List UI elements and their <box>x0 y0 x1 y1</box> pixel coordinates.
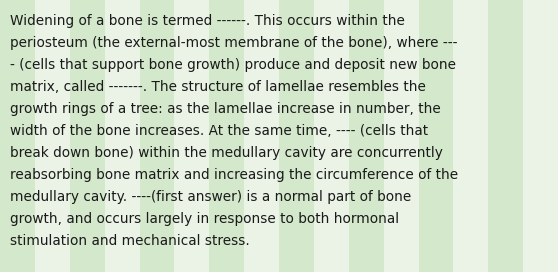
Text: growth rings of a tree: as the lamellae increase in number, the: growth rings of a tree: as the lamellae … <box>10 102 441 116</box>
Text: matrix, called -------. The structure of lamellae resembles the: matrix, called -------. The structure of… <box>10 80 426 94</box>
Bar <box>70 0 105 272</box>
Text: break down bone) within the medullary cavity are concurrently: break down bone) within the medullary ca… <box>10 146 443 160</box>
Text: medullary cavity. ----(first answer) is a normal part of bone: medullary cavity. ----(first answer) is … <box>10 190 411 204</box>
Text: growth, and occurs largely in response to both hormonal: growth, and occurs largely in response t… <box>10 212 399 226</box>
Text: periosteum (the external-most membrane of the bone), where ---: periosteum (the external-most membrane o… <box>10 36 458 50</box>
Bar <box>105 0 140 272</box>
Text: Widening of a bone is termed ------. This occurs within the: Widening of a bone is termed ------. Thi… <box>10 14 405 28</box>
Bar <box>453 0 488 272</box>
Text: reabsorbing bone matrix and increasing the circumference of the: reabsorbing bone matrix and increasing t… <box>10 168 458 182</box>
Bar <box>488 0 523 272</box>
Bar <box>384 0 418 272</box>
Text: - (cells that support bone growth) produce and deposit new bone: - (cells that support bone growth) produ… <box>10 58 456 72</box>
Text: stimulation and mechanical stress.: stimulation and mechanical stress. <box>10 234 250 248</box>
Bar <box>314 0 349 272</box>
Bar <box>209 0 244 272</box>
Bar <box>279 0 314 272</box>
Bar <box>244 0 279 272</box>
Bar <box>0 0 35 272</box>
Bar <box>418 0 453 272</box>
Bar <box>523 0 558 272</box>
Bar <box>140 0 174 272</box>
Bar <box>349 0 384 272</box>
Bar <box>35 0 70 272</box>
Text: width of the bone increases. At the same time, ---- (cells that: width of the bone increases. At the same… <box>10 124 428 138</box>
Bar <box>174 0 209 272</box>
